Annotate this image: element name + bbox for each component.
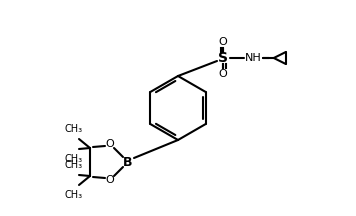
Text: NH: NH (245, 53, 262, 63)
Text: O: O (219, 69, 227, 79)
Text: CH₃: CH₃ (65, 190, 83, 200)
Text: CH₃: CH₃ (65, 160, 83, 170)
Text: B: B (123, 156, 133, 168)
Text: O: O (106, 175, 114, 185)
Text: S: S (218, 51, 228, 65)
Text: O: O (219, 37, 227, 47)
Text: O: O (106, 139, 114, 149)
Text: CH₃: CH₃ (65, 124, 83, 134)
Text: CH₃: CH₃ (65, 154, 83, 164)
